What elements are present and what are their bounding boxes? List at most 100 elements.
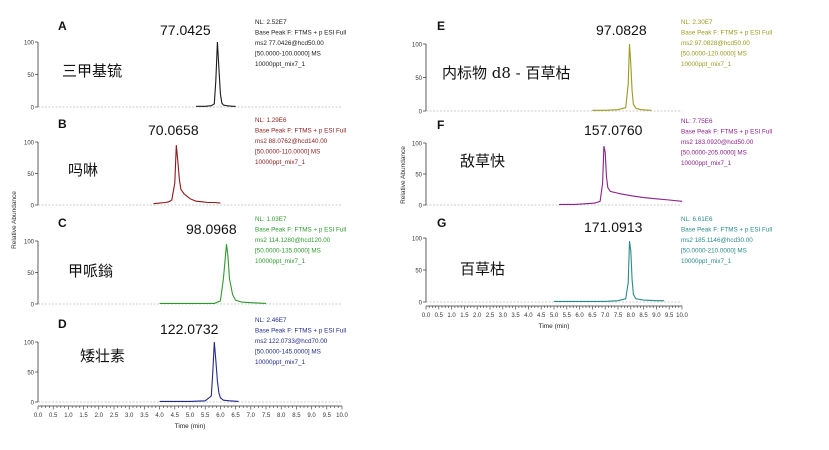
info-line: ms2 183.0920@hcd50.00 — [681, 139, 754, 146]
info-line: ms2 114.1280@hcd120.00 — [255, 237, 331, 244]
info-line: 10000ppt_mix7_1 — [255, 258, 306, 265]
x-tick-label: 7.0 — [247, 413, 256, 419]
trace-line-D — [159, 341, 239, 402]
y-tick-label: 0 — [419, 301, 423, 307]
x-tick-label: 0.0 — [422, 313, 431, 319]
info-line: Base Peak F: FTMS + p ESI Full — [255, 30, 346, 37]
y-axis-title-left: Relative Abundance — [11, 191, 18, 249]
x-tick-label: 5.0 — [550, 313, 559, 319]
y-tick-label: 50 — [415, 76, 422, 82]
y-tick-label: 50 — [27, 172, 34, 178]
trace-line-G — [554, 241, 665, 302]
info-line: 10000ppt_mix7_1 — [681, 160, 732, 167]
peak-mass-label-C: 98.0968 — [186, 221, 237, 237]
x-tick-label: 6.0 — [216, 413, 225, 419]
panel-label-E: E — [437, 19, 445, 33]
x-tick-label: 3.0 — [125, 413, 134, 419]
compound-name-B: 吗啉 — [68, 161, 98, 179]
info-line: NL: 2.30E7 — [681, 19, 713, 26]
x-tick-label: 3.0 — [499, 313, 508, 319]
y-tick-label: 0 — [31, 303, 35, 309]
x-tick-label: 1.5 — [79, 413, 88, 419]
x-tick-label: 6.5 — [588, 313, 597, 319]
x-tick-label: 7.5 — [614, 313, 623, 319]
compound-name-G: 百草枯 — [460, 260, 505, 278]
info-line: Base Peak F: FTMS + p ESI Full — [255, 227, 346, 234]
y-tick-label: 50 — [27, 73, 34, 79]
y-tick-label: 50 — [27, 371, 34, 377]
x-tick-label: 4.5 — [537, 313, 546, 319]
x-tick-label: 4.5 — [171, 413, 180, 419]
trace-line-A — [196, 41, 236, 107]
compound-name-C: 甲哌鎓 — [68, 262, 113, 280]
info-line: ms2 97.0828@hcd50.00 — [681, 40, 750, 47]
x-tick-label: 5.5 — [201, 413, 210, 419]
panel-label-A: A — [58, 19, 67, 33]
info-line: NL: 1.03E7 — [255, 216, 287, 223]
y-tick-label: 50 — [415, 173, 422, 179]
info-line: NL: 1.29E6 — [255, 117, 287, 124]
y-tick-label: 100 — [24, 240, 35, 246]
x-tick-label: 2.0 — [95, 413, 104, 419]
x-tick-label: 7.0 — [601, 313, 610, 319]
trace-line-C — [159, 244, 267, 304]
x-tick-label: 5.5 — [563, 313, 572, 319]
panel-label-C: C — [58, 216, 67, 230]
peak-mass-label-F: 157.0760 — [584, 122, 643, 138]
info-line: 10000ppt_mix7_1 — [255, 61, 306, 68]
x-tick-label: 9.0 — [307, 413, 316, 419]
y-tick-label: 0 — [419, 110, 423, 116]
compound-name-F: 敌草快 — [460, 152, 505, 170]
x-axis-title: Time (min) — [175, 423, 206, 430]
y-tick-label: 100 — [412, 237, 423, 243]
y-tick-label: 100 — [412, 142, 423, 148]
y-tick-label: 50 — [27, 271, 34, 277]
x-tick-label: 4.0 — [524, 313, 533, 319]
peak-mass-label-G: 171.0913 — [584, 219, 643, 235]
panel-label-G: G — [437, 216, 446, 230]
x-tick-label: 10.0 — [676, 313, 688, 319]
x-tick-label: 2.5 — [110, 413, 119, 419]
peak-mass-label-A: 77.0425 — [160, 22, 211, 38]
info-line: Base Peak F: FTMS + p ESI Full — [681, 30, 772, 37]
x-tick-label: 1.0 — [64, 413, 73, 419]
x-tick-label: 0.5 — [49, 413, 58, 419]
x-tick-label: 8.5 — [292, 413, 301, 419]
x-tick-label: 4.0 — [155, 413, 164, 419]
info-line: NL: 2.46E7 — [255, 317, 287, 324]
compound-name-E: 内标物 d8 - 百草枯 — [442, 64, 571, 82]
x-tick-label: 6.5 — [231, 413, 240, 419]
info-line: 10000ppt_mix7_1 — [255, 359, 306, 366]
x-tick-label: 8.5 — [639, 313, 648, 319]
panel-label-D: D — [58, 317, 67, 331]
info-line: 10000ppt_mix7_1 — [681, 61, 732, 68]
info-line: Base Peak F: FTMS + p ESI Full — [255, 328, 346, 335]
x-tick-label: 9.5 — [323, 413, 332, 419]
y-tick-label: 0 — [419, 204, 423, 210]
x-tick-label: 6.0 — [575, 313, 584, 319]
x-tick-label: 1.5 — [460, 313, 469, 319]
y-tick-label: 50 — [415, 269, 422, 275]
info-line: [50.0000-210.0000] MS — [681, 248, 747, 255]
trace-line-F — [559, 145, 683, 205]
info-line: [50.0000-205.0000] MS — [681, 150, 747, 157]
x-tick-label: 10.0 — [336, 413, 348, 419]
panel-label-F: F — [437, 118, 444, 132]
info-line: [50.0000-110.0000] MS — [255, 149, 320, 156]
x-tick-label: 0.5 — [435, 313, 444, 319]
trace-line-B — [153, 145, 221, 205]
x-tick-label: 9.0 — [652, 313, 661, 319]
y-tick-label: 0 — [31, 106, 35, 112]
info-line: 10000ppt_mix7_1 — [681, 258, 732, 265]
x-tick-label: 9.5 — [665, 313, 674, 319]
compound-name-A: 三甲基锍 — [62, 62, 122, 80]
info-line: NL: 2.52E7 — [255, 19, 287, 26]
peak-mass-label-D: 122.0732 — [160, 321, 219, 337]
x-tick-label: 1.0 — [447, 313, 456, 319]
info-line: Base Peak F: FTMS + p ESI Full — [681, 227, 772, 234]
info-line: 10000ppt_mix7_1 — [255, 159, 306, 166]
info-line: ms2 122.0733@hcd70.00 — [255, 338, 328, 345]
info-line: Base Peak F: FTMS + p ESI Full — [681, 129, 772, 136]
y-tick-label: 100 — [24, 41, 35, 47]
